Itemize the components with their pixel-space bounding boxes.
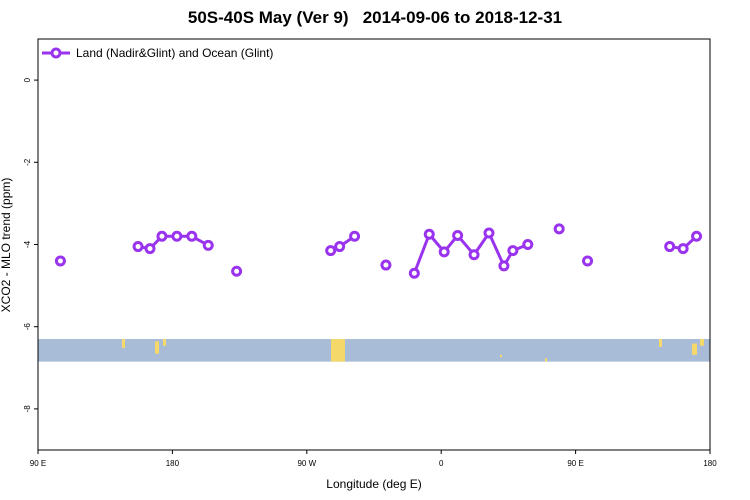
data-point <box>452 229 464 241</box>
y-tick-label: -8 <box>23 405 32 413</box>
data-point <box>202 239 214 251</box>
land-patch <box>331 339 345 362</box>
data-point <box>349 230 361 242</box>
x-tick-label: 180 <box>166 459 180 468</box>
data-point <box>231 265 243 277</box>
legend-marker <box>50 47 62 59</box>
land-patch <box>163 339 166 346</box>
data-point <box>522 239 534 250</box>
chart-title: 50S-40S May (Ver 9) 2014-09-06 to 2018-1… <box>187 8 563 27</box>
data-point <box>468 249 480 261</box>
data-point <box>483 227 495 239</box>
y-tick-label: 0 <box>23 77 32 82</box>
data-point <box>408 267 420 279</box>
data-point <box>498 260 510 272</box>
land-patch <box>700 339 704 346</box>
data-point <box>582 255 594 267</box>
legend: Land (Nadir&Glint) and Ocean (Glint) <box>42 46 273 60</box>
x-tick-label: 90 E <box>567 459 583 468</box>
axis-ticks: 90 E 180 90 W 0 90 E 180 0 -2 -4 -6 -8 <box>23 77 717 468</box>
data-point <box>691 230 703 242</box>
data-point <box>156 230 168 242</box>
x-axis-label: Longitude (deg E) <box>326 477 421 491</box>
data-point <box>553 223 565 235</box>
series-layer <box>54 223 703 279</box>
legend-label: Land (Nadir&Glint) and Ocean (Glint) <box>76 46 273 60</box>
land-patch <box>545 358 547 362</box>
data-point <box>507 245 519 257</box>
data-point <box>171 230 183 242</box>
x-tick-label: 180 <box>703 459 717 468</box>
x-tick-label: 0 <box>439 459 444 468</box>
data-point <box>423 228 435 240</box>
land-patch <box>659 339 662 347</box>
data-point <box>380 259 392 271</box>
data-point <box>677 243 689 255</box>
land-patch <box>155 341 159 354</box>
ocean-band <box>38 339 710 362</box>
land-patch <box>500 354 502 358</box>
y-tick-label: -6 <box>23 323 32 331</box>
latitude-band-map <box>38 339 710 362</box>
data-point <box>54 255 66 267</box>
data-point <box>325 245 337 257</box>
data-point <box>132 241 144 253</box>
y-tick-label: -4 <box>23 240 32 248</box>
x-tick-label: 90 W <box>297 459 316 468</box>
data-point <box>438 246 450 258</box>
data-point <box>664 241 676 253</box>
x-tick-label: 90 E <box>30 459 46 468</box>
land-patch <box>692 343 697 355</box>
data-point <box>186 230 198 242</box>
y-tick-label: -2 <box>23 158 32 166</box>
y-axis-label: XCO2 - MLO trend (ppm) <box>0 178 13 313</box>
land-patch <box>122 339 125 349</box>
data-point <box>334 241 346 253</box>
data-point <box>144 243 156 255</box>
